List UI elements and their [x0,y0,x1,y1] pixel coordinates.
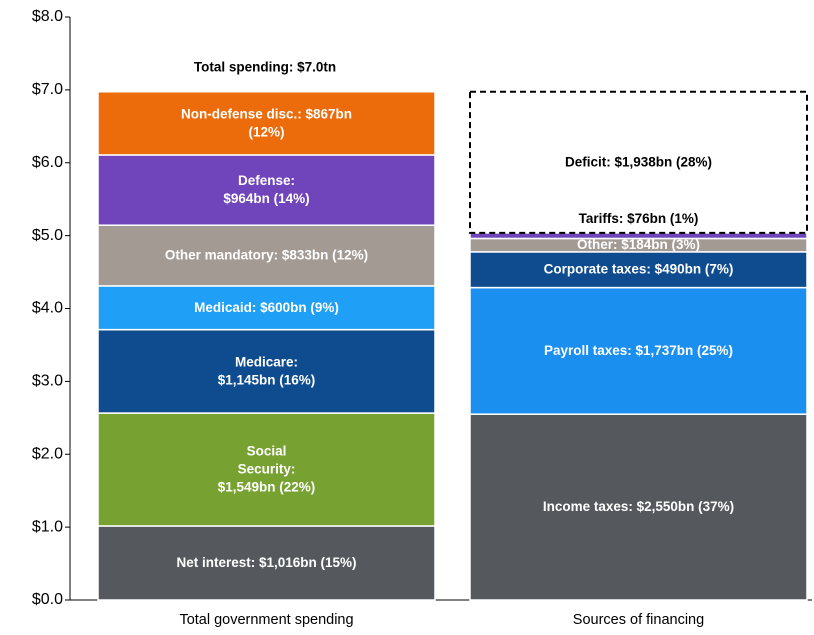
segment-label-line: Security: [238,461,296,476]
x-tick-label: Total government spending [179,612,353,628]
y-tick-label: $0.0 [32,591,63,608]
segment-label-line: Net interest: $1,016bn (15%) [176,555,356,570]
segment-label-line: Income taxes: $2,550bn (37%) [543,499,734,514]
segment-label-line: Tariffs: $76bn (1%) [579,210,699,225]
y-tick-label: $1.0 [32,518,63,535]
segment-label-line: (12%) [248,124,284,139]
segment-label-line: Other mandatory: $833bn (12%) [165,247,368,262]
bar-segment [97,91,436,156]
x-tick-label: Sources of financing [573,612,704,628]
segment-label-line: Other: $184bn (3%) [577,237,700,252]
bar-segment [97,328,436,414]
segment-label: Medicaid: $600bn (9%) [194,299,339,314]
y-tick-label: $4.0 [32,300,63,317]
bar-segment [469,90,808,234]
segment-label-line: Medicare: [235,354,298,369]
segment-label: Corporate taxes: $490bn (7%) [544,261,734,276]
y-tick-label: $2.0 [32,445,63,462]
segment-label-line: Social [247,443,287,458]
segment-label-line: Non-defense disc.: $867bn [181,106,352,121]
segment-label: Defense: $964bn (14%) [223,173,309,206]
segment-label: Tariffs: $76bn (1%) [579,210,699,225]
annotation: Total spending: $7.0tn [194,60,336,75]
segment-label: Medicare: $1,145bn (16%) [218,354,316,387]
bar-segment [97,285,436,331]
y-tick-label: $8.0 [32,8,63,25]
segment-label: Social Security: $1,549bn (22%) [218,443,316,494]
segment-label: Other mandatory: $833bn (12%) [165,247,368,262]
y-tick-label: $7.0 [32,81,63,98]
y-tick-label: $3.0 [32,373,63,390]
segment-label: Net interest: $1,016bn (15%) [176,555,356,570]
segment-label: Non-defense disc.: $867bn (12%) [181,106,352,139]
segment-label-line: Payroll taxes: $1,737bn (25%) [544,342,733,357]
segment-label: Other: $184bn (3%) [577,237,700,252]
segment-label-line: Corporate taxes: $490bn (7%) [544,261,734,276]
segment-label-line: $1,549bn (22%) [218,479,316,494]
segment-label-line: Medicaid: $600bn (9%) [194,299,339,314]
segment-label: Payroll taxes: $1,737bn (25%) [544,342,733,357]
bar-segment [469,251,808,289]
segment-label-line: Deficit: $1,938bn (28%) [565,154,712,169]
y-tick-label: $6.0 [32,154,63,171]
segment-label-line: Defense: [238,173,295,188]
bar-segment [97,525,436,601]
bar-segment [469,286,808,415]
segment-label: Income taxes: $2,550bn (37%) [543,499,734,514]
bar-segment [97,224,436,287]
segment-label: Deficit: $1,938bn (28%) [565,154,712,169]
segment-label-line: $964bn (14%) [223,191,309,206]
y-tick-label: $5.0 [32,227,63,244]
bar-segment [97,412,436,527]
segment-label-line: $1,145bn (16%) [218,372,316,387]
